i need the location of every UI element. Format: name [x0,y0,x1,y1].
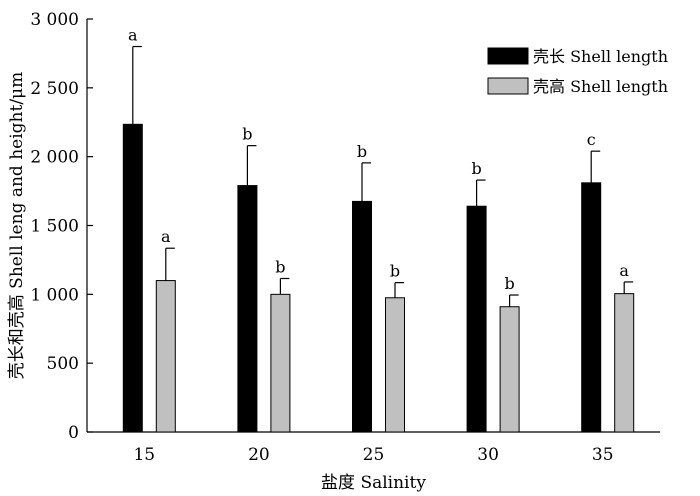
x-tick-label: 30 [477,445,499,465]
legend-swatch [487,47,529,65]
y-tick-label: 2 500 [30,79,79,99]
legend-label: 壳高 Shell length [533,77,668,96]
x-axis-ticks: 15 20 25 30 35 [133,445,613,465]
legend-swatch [487,77,529,95]
bar [155,280,176,433]
significance-label: b [242,125,252,144]
x-tick-label: 35 [592,445,614,465]
y-tick-label: 500 [47,354,79,374]
bar [270,293,291,433]
y-tick-label: 1 500 [30,217,79,237]
bars: a a b b b b b b c a [122,26,635,433]
bar [466,205,487,433]
significance-label: a [161,227,171,246]
x-tick-label: 25 [363,445,385,465]
significance-label: b [471,159,481,178]
bar [581,182,602,433]
y-tick-label: 3 000 [30,10,79,30]
bar [352,200,372,433]
bar [614,293,635,433]
y-axis-title: 壳长和壳高 Shell leng and height/μm [7,72,27,379]
significance-label: b [504,274,514,293]
significance-label: c [587,130,596,149]
significance-label: a [128,26,138,45]
y-axis-ticks: 0 500 1 000 1 500 2 000 2 500 3 000 [30,10,93,443]
y-tick-label: 1 000 [30,285,79,305]
bar [499,306,520,433]
x-axis-title: 盐度 Salinity [321,473,426,493]
y-tick-label: 0 [68,423,79,443]
significance-label: a [619,261,629,280]
y-tick-label: 2 000 [30,148,79,168]
significance-label: b [357,142,367,161]
bar [237,185,258,433]
legend: 壳长 Shell length 壳高 Shell length [487,47,668,96]
x-tick-label: 20 [248,445,270,465]
legend-label: 壳长 Shell length [533,47,668,66]
x-tick-label: 15 [133,445,155,465]
significance-label: b [275,258,285,277]
bar [385,297,405,433]
bar [122,123,143,433]
significance-label: b [390,262,400,281]
